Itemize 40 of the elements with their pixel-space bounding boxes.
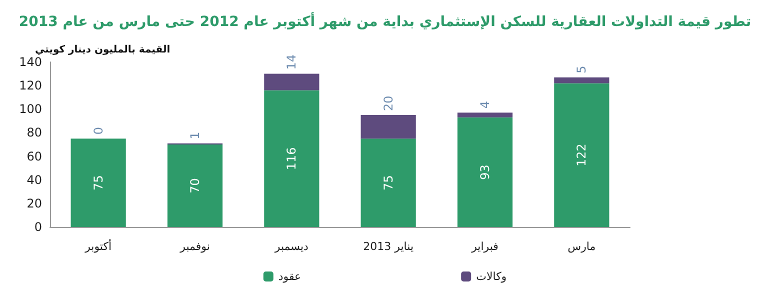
bar	[70, 138, 126, 227]
legend-label: عقود	[278, 270, 302, 283]
data-label: 5	[574, 66, 589, 74]
data-label: 1	[188, 132, 202, 140]
data-label: 116	[284, 147, 299, 170]
x-tick-label: فبراير	[470, 240, 498, 253]
bar	[457, 112, 513, 118]
data-label: 75	[381, 175, 396, 190]
y-tick-label: 60	[26, 149, 42, 164]
data-label: 20	[381, 96, 396, 112]
bar	[264, 74, 320, 90]
x-tick-label: يناير 2013	[363, 240, 414, 253]
y-axis-title: القيمة بالمليون دينار كويتي	[35, 44, 170, 56]
x-tick-label: أكتوبر	[84, 239, 112, 253]
bar	[360, 138, 416, 227]
y-tick-label: 20	[26, 196, 42, 210]
y-tick-label: 100	[19, 102, 42, 116]
data-label: 75	[91, 175, 106, 190]
bar	[167, 144, 223, 227]
bar	[360, 115, 416, 139]
chart-title: تطور قيمة التداولات العقارية للسكن الإستثماري بداية من شهر أكتوبر عام 2012 حتى مارس من عام 2013	[18, 12, 752, 30]
x-tick-label: نوفمبر	[179, 240, 210, 253]
bar	[264, 90, 320, 227]
data-label: 70	[188, 178, 202, 194]
y-tick-label: 140	[19, 55, 42, 69]
bar	[554, 83, 610, 227]
data-label: 4	[478, 101, 492, 109]
data-label: 122	[574, 144, 589, 167]
bar	[457, 117, 513, 227]
legend-label: وكالات	[476, 270, 507, 283]
y-tick-label: 40	[26, 172, 42, 187]
data-label: 14	[284, 54, 299, 70]
x-tick-label: مارس	[568, 240, 596, 253]
bar	[554, 77, 610, 84]
data-label: 0	[91, 126, 106, 135]
y-tick-label: 120	[19, 78, 42, 93]
y-tick-label: 0	[34, 220, 42, 234]
x-tick-label: ديسمبر	[274, 240, 309, 253]
data-label: 93	[478, 164, 492, 180]
y-tick-label: 80	[26, 126, 42, 140]
